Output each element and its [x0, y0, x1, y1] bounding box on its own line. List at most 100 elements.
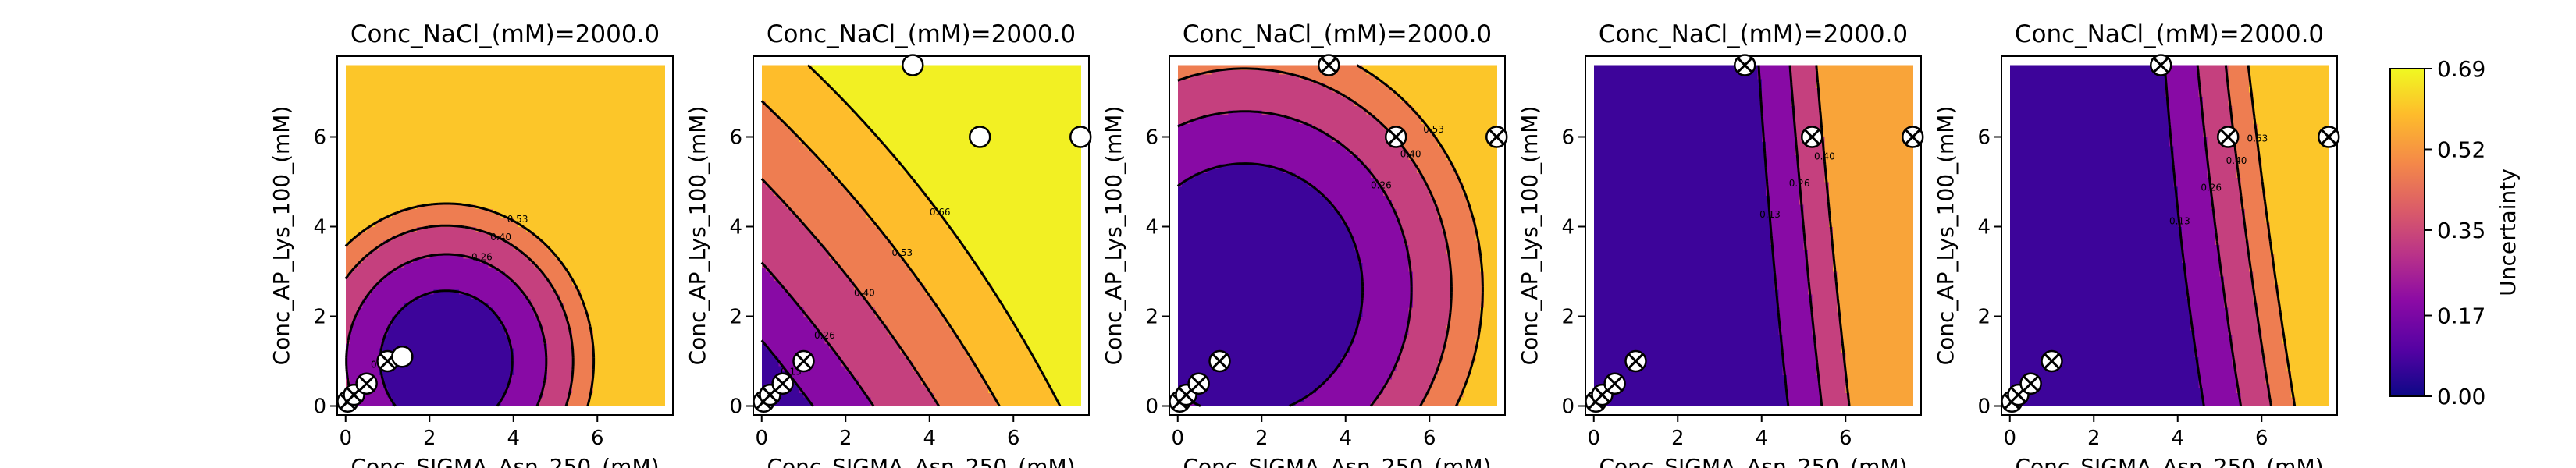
contour-label: 0.66	[930, 207, 951, 218]
sample-point-crossed	[1902, 127, 1923, 147]
panel-title: Conc_NaCl_(mM)=2000.0	[350, 20, 660, 48]
y-tick-label: 4	[1145, 216, 1158, 239]
x-tick-label: 2	[1255, 427, 1268, 450]
x-tick-label: 6	[591, 427, 604, 450]
y-tick-label: 2	[1145, 306, 1158, 329]
sample-point-crossed	[1486, 127, 1507, 147]
contour-label: 0.40	[1814, 151, 1835, 161]
contour-panel-3: 0.130.260.400.5302460246Conc_NaCl_(mM)=2…	[1101, 20, 1507, 468]
y-tick-label: 0	[1145, 395, 1158, 419]
x-axis-label: Conc_SIGMA_Asn_250_(mM)	[350, 454, 659, 468]
sample-point-crossed	[2151, 55, 2171, 76]
y-tick-label: 2	[729, 306, 742, 329]
x-tick-label: 4	[2171, 427, 2184, 450]
sample-point-crossed	[1735, 55, 1755, 76]
contour-label: 0.53	[2247, 133, 2268, 144]
contour-panel-1: 0.130.260.400.5302460246Conc_NaCl_(mM)=2…	[269, 20, 673, 468]
sample-point-crossed	[2042, 351, 2062, 371]
colorbar-tick-label: 0.69	[2437, 56, 2485, 82]
x-axis-label: Conc_SIGMA_Asn_250_(mM)	[1183, 454, 1491, 468]
contour-label: 0.26	[471, 252, 493, 263]
y-tick-label: 2	[313, 306, 326, 329]
x-tick-label: 6	[1839, 427, 1852, 450]
sample-point-crossed	[1386, 127, 1406, 147]
y-tick-label: 6	[1561, 126, 1574, 150]
contour-label: 0.53	[507, 214, 528, 225]
y-tick-label: 6	[1145, 126, 1158, 150]
panel-title: Conc_NaCl_(mM)=2000.0	[767, 20, 1076, 48]
colorbar-label: Uncertainty	[2495, 168, 2521, 296]
contour-panel-2: 0.130.260.400.530.660 2 4 60246Conc_NaCl_(m…	[685, 20, 1091, 468]
x-tick-label: 2	[839, 427, 852, 450]
y-tick-label: 2	[1977, 306, 1991, 329]
x-tick-label: 4	[1339, 427, 1352, 450]
panel-title: Conc_NaCl_(mM)=2000.0	[1599, 20, 1908, 48]
y-tick-label: 6	[1977, 126, 1991, 150]
y-tick-label: 2	[1561, 306, 1574, 329]
contour-label: 0.40	[854, 288, 875, 299]
x-axis-label: Conc_SIGMA_Asn_250_(mM)	[1599, 454, 1907, 468]
sample-point-crossed	[1318, 55, 1339, 76]
panel-title: Conc_NaCl_(mM)=2000.0	[1183, 20, 1492, 48]
contour-label: 0.53	[891, 247, 913, 258]
y-axis-label: Conc_AP_Lys_100_(mM)	[269, 106, 294, 366]
y-tick-label: 0	[1977, 395, 1991, 419]
x-tick-label: 0	[339, 427, 352, 450]
contour-label: 0.13	[2169, 216, 2190, 227]
colorbar: 0.00 0.17 0.35 0.52 0.69 Uncertainty	[2390, 56, 2521, 410]
colorbar-tick-label: 0.52	[2437, 136, 2485, 162]
contour-panel-5: 0.130.260.400.530 2 4 60246Conc_NaCl_(mM)=2…	[1933, 20, 2339, 468]
y-tick-label: 6	[313, 126, 326, 150]
y-axis-label: Conc_AP_Lys_100_(mM)	[685, 106, 710, 366]
x-tick-label: 2	[423, 427, 436, 450]
sample-point-crossed	[1605, 374, 1625, 394]
colorbar-tick-label: 0.35	[2437, 218, 2485, 243]
y-tick-label: 4	[1561, 216, 1574, 239]
sample-point-crossed	[1210, 351, 1230, 371]
x-axis-label: Conc_SIGMA_Asn_250_(mM)	[2015, 454, 2323, 468]
sample-point-crossed	[2218, 127, 2238, 147]
x-tick-label: 2	[2087, 427, 2101, 450]
contour-label: 0.40	[490, 232, 511, 243]
sample-point-open	[392, 346, 412, 367]
sample-point-crossed	[1189, 374, 1209, 394]
x-tick-label: 6	[1423, 427, 1436, 450]
contour-label: 0.26	[814, 330, 835, 341]
y-axis-label: Conc_AP_Lys_100_(mM)	[1101, 106, 1126, 366]
x-tick-label: 4	[1755, 427, 1768, 450]
colorbar-tick-label: 0.17	[2437, 303, 2485, 329]
y-tick-label: 4	[729, 216, 742, 239]
sample-point-open	[902, 55, 923, 76]
sample-point-open	[1070, 127, 1091, 147]
y-tick-label: 0	[729, 395, 742, 419]
x-tick-label: 4	[923, 427, 936, 450]
sample-point-open	[970, 127, 990, 147]
sample-point-crossed	[357, 374, 377, 394]
x-tick-label: 4	[507, 427, 520, 450]
contour-label: 0.13	[1759, 209, 1781, 220]
y-tick-label: 0	[1561, 395, 1574, 419]
contour-panel-4: 0.13 0.26 0.40 0 2 4 6 0 2 4 6 Conc_NaCl_(mM)=2000.…	[1517, 20, 1923, 468]
contour-label: 0.40	[1400, 148, 1421, 159]
x-axis-label: Conc_SIGMA_Asn_250_(mM)	[767, 454, 1075, 468]
contour-label: 0.26	[2201, 183, 2222, 193]
colorbar-gradient	[2390, 69, 2425, 396]
y-axis-label: Conc_AP_Lys_100_(mM)	[1517, 106, 1542, 366]
y-tick-label: 6	[729, 126, 742, 150]
contour-label: 0.53	[1423, 124, 1444, 135]
sample-point-crossed	[794, 351, 814, 371]
contour-label: 0.26	[1371, 180, 1392, 191]
y-tick-label: 4	[1977, 216, 1991, 239]
x-tick-label: 0	[755, 427, 768, 450]
colorbar-tick-label: 0.00	[2437, 384, 2485, 410]
x-tick-label: 2	[1671, 427, 1685, 450]
y-axis-label: Conc_AP_Lys_100_(mM)	[1933, 106, 1959, 366]
sample-point-crossed	[2021, 374, 2041, 394]
contour-label: 0.26	[1789, 178, 1810, 189]
contour-label: 0.40	[2226, 155, 2247, 166]
sample-point-crossed	[773, 374, 793, 394]
y-tick-label: 0	[313, 395, 326, 419]
x-tick-label: 0	[1587, 427, 1600, 450]
sample-point-crossed	[2318, 127, 2339, 147]
